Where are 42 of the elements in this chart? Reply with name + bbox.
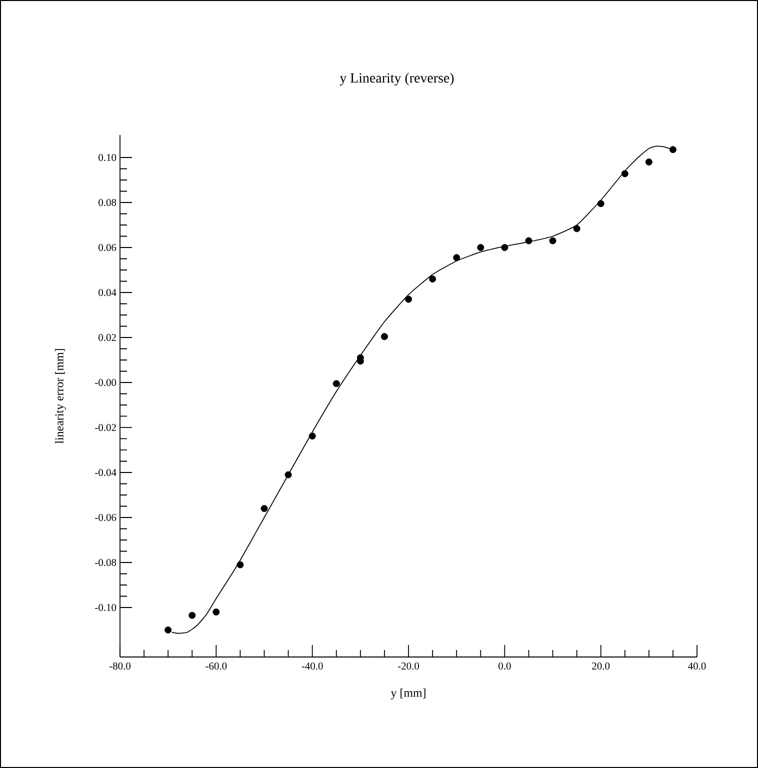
point [645,158,652,166]
x-tick-label: 0.0 [498,662,511,670]
point [501,244,508,251]
y-tick-label: -0.00 [95,378,116,386]
point [597,200,604,208]
point [405,296,412,303]
y-tick-label: -0.06 [95,514,116,522]
point [164,626,172,634]
point [477,244,484,251]
point [549,237,556,244]
point [429,276,436,282]
point [380,333,388,340]
x-tick-label: -20.0 [398,662,419,670]
chart-title: y Linearity (reverse) [340,72,454,86]
point [212,608,220,616]
point [332,380,340,388]
y-tick-label: 0.04 [98,288,116,296]
x-tick-label: 20.0 [592,662,610,670]
x-axis-title: y [mm] [390,688,426,700]
point [260,505,268,512]
y-tick-label: 0.06 [98,244,116,252]
point [573,225,580,232]
y-tick-label: -0.02 [95,424,116,432]
x-tick-label: 40.0 [688,662,706,670]
point [669,146,676,154]
y-tick-label: 0.10 [98,154,116,162]
point [621,170,628,178]
x-tick-label: -40.0 [302,662,323,670]
x-tick-label: -80.0 [109,662,130,670]
point [236,561,244,568]
y-tick-label: 0.08 [98,198,116,206]
y-tick-label: -0.10 [95,604,116,612]
point [525,237,532,244]
y-tick-label: 0.02 [98,334,116,342]
y-tick-label: -0.08 [95,558,116,566]
point [453,254,460,262]
x-tick-label: -60.0 [206,662,227,670]
y-tick-label: -0.04 [95,468,116,476]
point [308,432,316,440]
point [284,471,292,478]
point [188,612,196,619]
y-axis-title: linearity error [mm] [54,349,66,444]
